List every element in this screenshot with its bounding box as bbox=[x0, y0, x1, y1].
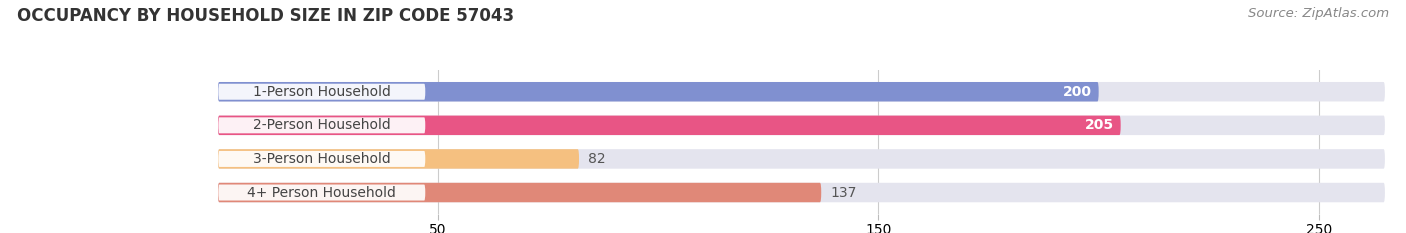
Text: 4+ Person Household: 4+ Person Household bbox=[247, 185, 396, 199]
FancyBboxPatch shape bbox=[218, 149, 579, 169]
Text: 205: 205 bbox=[1085, 118, 1114, 132]
FancyBboxPatch shape bbox=[218, 84, 425, 100]
FancyBboxPatch shape bbox=[218, 183, 1385, 202]
Text: 82: 82 bbox=[588, 152, 606, 166]
Text: Source: ZipAtlas.com: Source: ZipAtlas.com bbox=[1249, 7, 1389, 20]
FancyBboxPatch shape bbox=[218, 183, 821, 202]
FancyBboxPatch shape bbox=[218, 185, 425, 201]
FancyBboxPatch shape bbox=[218, 151, 425, 167]
Text: 3-Person Household: 3-Person Household bbox=[253, 152, 391, 166]
Text: 2-Person Household: 2-Person Household bbox=[253, 118, 391, 132]
FancyBboxPatch shape bbox=[218, 117, 425, 133]
FancyBboxPatch shape bbox=[218, 82, 1385, 102]
FancyBboxPatch shape bbox=[218, 116, 1385, 135]
FancyBboxPatch shape bbox=[218, 82, 1098, 102]
Text: 137: 137 bbox=[830, 185, 856, 199]
Text: 1-Person Household: 1-Person Household bbox=[253, 85, 391, 99]
Text: OCCUPANCY BY HOUSEHOLD SIZE IN ZIP CODE 57043: OCCUPANCY BY HOUSEHOLD SIZE IN ZIP CODE … bbox=[17, 7, 515, 25]
FancyBboxPatch shape bbox=[218, 116, 1121, 135]
FancyBboxPatch shape bbox=[218, 149, 1385, 169]
Text: 200: 200 bbox=[1063, 85, 1092, 99]
